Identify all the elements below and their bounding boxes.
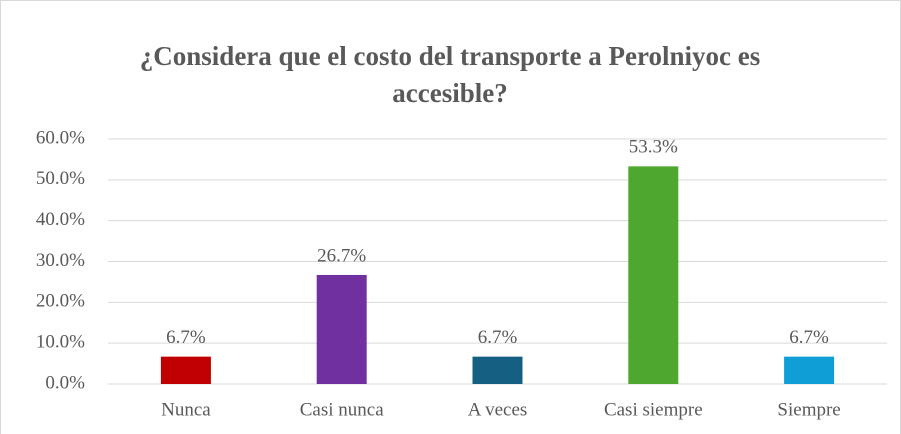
x-tick-label: A veces xyxy=(468,399,528,420)
y-tick-label: 30.0% xyxy=(36,250,85,271)
data-label: 6.7% xyxy=(166,327,206,348)
x-tick-label: Nunca xyxy=(161,399,211,420)
y-tick-label: 60.0% xyxy=(36,127,85,148)
data-label: 6.7% xyxy=(478,327,518,348)
data-label: 26.7% xyxy=(317,245,366,266)
data-label: 53.3% xyxy=(629,137,678,158)
bar xyxy=(316,274,367,384)
y-tick-label: 0.0% xyxy=(45,372,85,393)
y-tick-label: 20.0% xyxy=(36,291,85,312)
y-tick-label: 40.0% xyxy=(36,209,85,230)
bar xyxy=(472,356,523,384)
bar xyxy=(160,356,211,384)
bar xyxy=(784,356,835,384)
bar xyxy=(628,166,679,384)
y-tick-label: 10.0% xyxy=(36,332,85,353)
x-tick-label: Casi siempre xyxy=(604,399,703,420)
x-tick-label: Siempre xyxy=(777,399,840,420)
x-tick-label: Casi nunca xyxy=(300,399,384,420)
data-label: 6.7% xyxy=(789,327,829,348)
y-tick-label: 50.0% xyxy=(36,168,85,189)
chart-title: ¿Considera que el costo del transporte a… xyxy=(139,41,761,108)
